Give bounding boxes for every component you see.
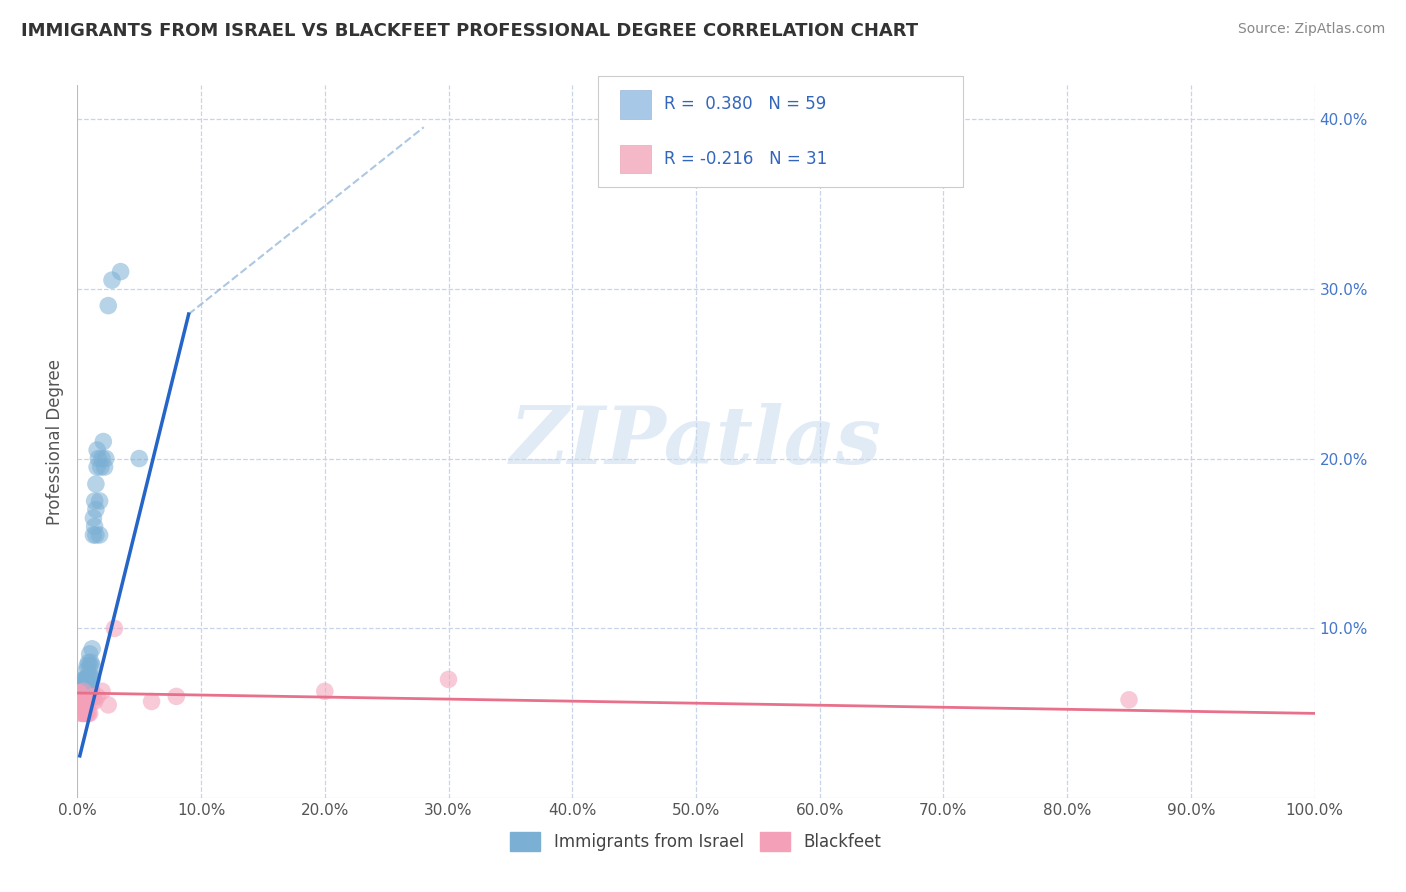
Point <box>87 451 110 466</box>
Text: R =  0.380   N = 59: R = 0.380 N = 59 <box>664 95 825 113</box>
Point <box>79 658 101 673</box>
Point <box>83 519 105 533</box>
Point <box>79 669 101 683</box>
Point <box>75 681 97 695</box>
Y-axis label: Professional Degree: Professional Degree <box>46 359 65 524</box>
Point <box>90 460 112 475</box>
Point <box>89 528 111 542</box>
Point <box>70 690 93 704</box>
Point <box>69 686 91 700</box>
Point <box>101 273 124 287</box>
Point <box>72 694 94 708</box>
Point <box>73 698 96 712</box>
Point <box>76 694 98 708</box>
Point <box>77 690 100 704</box>
Point <box>80 669 103 683</box>
Point <box>72 681 94 695</box>
Point <box>72 690 94 704</box>
Point <box>79 690 101 704</box>
Point <box>77 694 100 708</box>
Point <box>82 641 104 656</box>
Point <box>82 658 104 673</box>
Point <box>128 451 150 466</box>
Point <box>75 698 97 712</box>
Point <box>89 494 111 508</box>
Point <box>79 706 101 721</box>
Point <box>79 647 101 661</box>
Point <box>165 690 187 704</box>
Point <box>72 698 94 712</box>
Point <box>82 690 104 704</box>
Point <box>70 693 93 707</box>
Point <box>77 669 100 683</box>
Point <box>437 673 460 687</box>
Point <box>84 502 107 516</box>
Point <box>72 684 94 698</box>
Text: IMMIGRANTS FROM ISRAEL VS BLACKFEET PROFESSIONAL DEGREE CORRELATION CHART: IMMIGRANTS FROM ISRAEL VS BLACKFEET PROF… <box>21 22 918 40</box>
Point <box>72 694 94 708</box>
Point <box>72 675 94 690</box>
Point <box>83 694 105 708</box>
Point <box>73 706 96 721</box>
Point <box>84 528 107 542</box>
Text: Source: ZipAtlas.com: Source: ZipAtlas.com <box>1237 22 1385 37</box>
Point <box>97 698 120 712</box>
Point <box>1118 693 1140 707</box>
Legend: Immigrants from Israel, Blackfeet: Immigrants from Israel, Blackfeet <box>503 825 889 858</box>
Point <box>77 681 100 695</box>
Point <box>75 673 97 687</box>
Point <box>69 698 91 712</box>
Point <box>91 434 114 449</box>
Point <box>72 706 94 721</box>
Point <box>72 698 94 712</box>
Text: ZIPatlas: ZIPatlas <box>510 403 882 480</box>
Point <box>93 460 115 475</box>
Point <box>69 698 91 712</box>
Point <box>77 656 100 670</box>
Point <box>76 681 98 695</box>
Point <box>72 706 94 721</box>
Point <box>73 690 96 704</box>
Point <box>75 664 97 678</box>
Point <box>75 706 97 721</box>
Point <box>76 706 98 721</box>
Point <box>82 673 104 687</box>
Point <box>76 690 98 704</box>
Point <box>86 460 108 475</box>
Point <box>80 681 103 695</box>
Point <box>86 690 108 704</box>
Point <box>75 694 97 708</box>
Point <box>67 686 90 700</box>
Point <box>84 477 107 491</box>
Point <box>91 684 114 698</box>
Point <box>79 681 101 695</box>
Point <box>314 684 336 698</box>
Point <box>94 451 117 466</box>
Point <box>82 528 104 542</box>
Point <box>72 673 94 687</box>
Point <box>72 686 94 700</box>
Point <box>91 451 114 466</box>
Point <box>97 299 120 313</box>
Point <box>80 656 103 670</box>
Point <box>83 494 105 508</box>
Point <box>110 265 132 279</box>
Text: R = -0.216   N = 31: R = -0.216 N = 31 <box>664 150 827 168</box>
Point <box>86 443 108 458</box>
Point <box>82 511 104 525</box>
Point <box>73 673 96 687</box>
Point <box>76 658 98 673</box>
Point <box>75 690 97 704</box>
Point <box>73 681 96 695</box>
Point <box>82 694 104 708</box>
Point <box>70 706 93 721</box>
Point <box>141 694 163 708</box>
Point <box>103 622 125 636</box>
Point <box>70 681 93 695</box>
Point <box>77 706 100 721</box>
Point <box>73 694 96 708</box>
Point <box>76 673 98 687</box>
